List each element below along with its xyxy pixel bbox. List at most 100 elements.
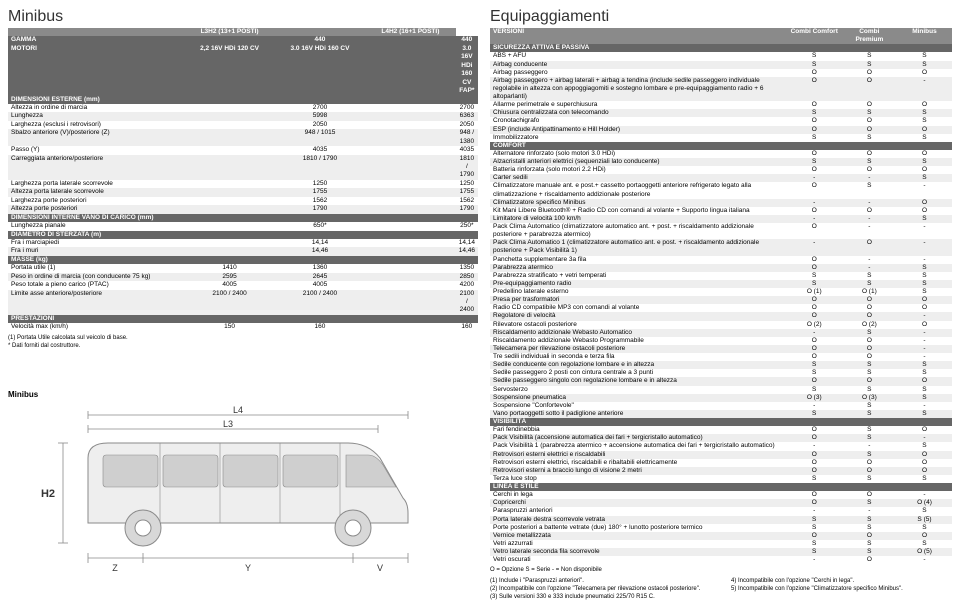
eq-cell: S xyxy=(897,386,952,394)
eq-row-label: Sedile passeggero 2 posti con cintura ce… xyxy=(490,369,787,377)
eq-cell: S xyxy=(787,475,842,483)
eq-cell: - xyxy=(842,174,897,182)
eq-cell: S xyxy=(842,475,897,483)
eq-cell: S xyxy=(897,410,952,418)
spec-cell: 1810 / 1790 xyxy=(275,155,365,180)
eq-row-label: Retrovisori esterni a braccio lungo di v… xyxy=(490,467,787,475)
spec-cell xyxy=(365,180,456,188)
left-column: Minibus L3H2 (13+1 POSTI)L4H2 (16+1 POST… xyxy=(8,8,478,601)
spec-header-cell: L3H2 (13+1 POSTI) xyxy=(184,28,275,36)
eq-cell: O xyxy=(897,69,952,77)
eq-cell: S xyxy=(897,158,952,166)
eq-cell: O xyxy=(787,223,842,239)
eq-row-label: Radio CD compatibile MP3 con comandi al … xyxy=(490,304,787,312)
eq-cell: - xyxy=(842,442,897,450)
eq-cell: S xyxy=(897,540,952,548)
eq-cell: O xyxy=(897,467,952,475)
eq-row-label: Batteria rinforzata (solo motori 2.2 HDi… xyxy=(490,166,787,174)
spec-cell xyxy=(184,247,275,255)
dim-y: Y xyxy=(245,563,251,573)
spec-cell xyxy=(184,155,275,180)
eq-cell: S xyxy=(787,410,842,418)
eq-cell: S xyxy=(897,280,952,288)
eq-row-label: Sospensione "Confortevole" xyxy=(490,402,787,410)
spec-cell: 2050 xyxy=(456,121,478,129)
eq-cell: O xyxy=(897,150,952,158)
eq-cell: S xyxy=(842,410,897,418)
eq-cell: O xyxy=(787,345,842,353)
eq-row-label: Climatizzatore specifico Minibus xyxy=(490,199,787,207)
spec-cell: 1790 xyxy=(456,205,478,213)
spec-cell: 1410 xyxy=(184,264,275,272)
eq-cell: S xyxy=(787,516,842,524)
spec-cell: 4005 xyxy=(275,281,365,289)
spec-cell: 14,14 xyxy=(275,239,365,247)
spec-header-cell: L4H2 (16+1 POSTI) xyxy=(365,28,456,36)
eq-cell: O xyxy=(897,304,952,312)
spec-row-label: Lunghezza xyxy=(8,112,184,120)
eq-cell: - xyxy=(787,174,842,182)
spec-cell: 4200 xyxy=(456,281,478,289)
eq-row-label: Retrovisori esterni elettrici e riscalda… xyxy=(490,451,787,459)
eq-row-label: Carter sedili xyxy=(490,174,787,182)
spec-cell xyxy=(365,155,456,180)
eq-cell: S (5) xyxy=(897,516,952,524)
eq-row-label: Retrovisori esterni elettrici, riscaldab… xyxy=(490,459,787,467)
equipment-legend: O = Opzione S = Serie - = Non disponibil… xyxy=(490,567,952,575)
spec-cell: 2700 xyxy=(275,104,365,112)
eq-cell: O xyxy=(842,239,897,255)
eq-cell: O xyxy=(842,101,897,109)
eq-header-cell: Combi Premium xyxy=(842,28,897,44)
spec-row-label: Peso totale a pieno carico (PTAC) xyxy=(8,281,184,289)
eq-cell: S xyxy=(897,264,952,272)
spec-cell: 150 xyxy=(184,323,275,331)
eq-cell: O xyxy=(897,426,952,434)
eq-cell: S xyxy=(842,434,897,442)
eq-cell: S xyxy=(897,52,952,60)
spec-cell: 2100 / 2400 xyxy=(184,290,275,315)
eq-cell: O xyxy=(897,126,952,134)
spec-cell: 2100 / 2400 xyxy=(275,290,365,315)
spec-cell xyxy=(184,104,275,112)
spec-cell: 1810 / 1790 xyxy=(456,155,478,180)
spec-cell: 650* xyxy=(275,222,365,230)
eq-cell: S xyxy=(897,369,952,377)
eq-cell: O xyxy=(787,426,842,434)
van-svg: L4 L3 xyxy=(8,403,438,583)
eq-cell: O xyxy=(787,467,842,475)
spec-cell xyxy=(365,197,456,205)
eq-cell: O xyxy=(842,207,897,215)
spec-cell: 4005 xyxy=(184,281,275,289)
spec-section-title: PRESTAZIONI xyxy=(8,315,478,323)
eq-row-label: Vetri azzurrati xyxy=(490,540,787,548)
spec-cell: 2595 xyxy=(184,273,275,281)
eq-cell: O xyxy=(842,556,897,564)
spec-cell: 3.0 16V HDi 160 CV FAP* xyxy=(456,45,478,96)
eq-cell: S xyxy=(842,52,897,60)
eq-cell: S xyxy=(842,548,897,556)
spec-cell xyxy=(365,290,456,315)
eq-cell: O xyxy=(897,101,952,109)
eq-row-label: Terza luce stop xyxy=(490,475,787,483)
spec-cell xyxy=(365,205,456,213)
eq-cell: O xyxy=(842,77,897,101)
spec-header-cell xyxy=(275,28,365,36)
eq-cell: O xyxy=(842,304,897,312)
spec-cell: 4035 xyxy=(275,146,365,154)
eq-cell: O xyxy=(787,296,842,304)
spec-cell xyxy=(365,264,456,272)
eq-cell: O xyxy=(787,434,842,442)
spec-row-label: MOTORI xyxy=(8,45,184,96)
spec-cell xyxy=(184,36,275,44)
eq-cell: O xyxy=(787,312,842,320)
spec-cell xyxy=(365,36,456,44)
eq-cell: - xyxy=(897,345,952,353)
eq-row-label: Copricerchi xyxy=(490,499,787,507)
eq-cell: O (3) xyxy=(787,394,842,402)
eq-row-label: Allarme perimetrale e superchiusura xyxy=(490,101,787,109)
eq-row-label: Climatizzatore manuale ant. e post.+ cas… xyxy=(490,182,787,198)
spec-cell: 1250 xyxy=(456,180,478,188)
eq-cell: S xyxy=(842,524,897,532)
spec-row-label: Larghezza porta laterale scorrevole xyxy=(8,180,184,188)
eq-row-label: Panchetta supplementare 3a fila xyxy=(490,256,787,264)
